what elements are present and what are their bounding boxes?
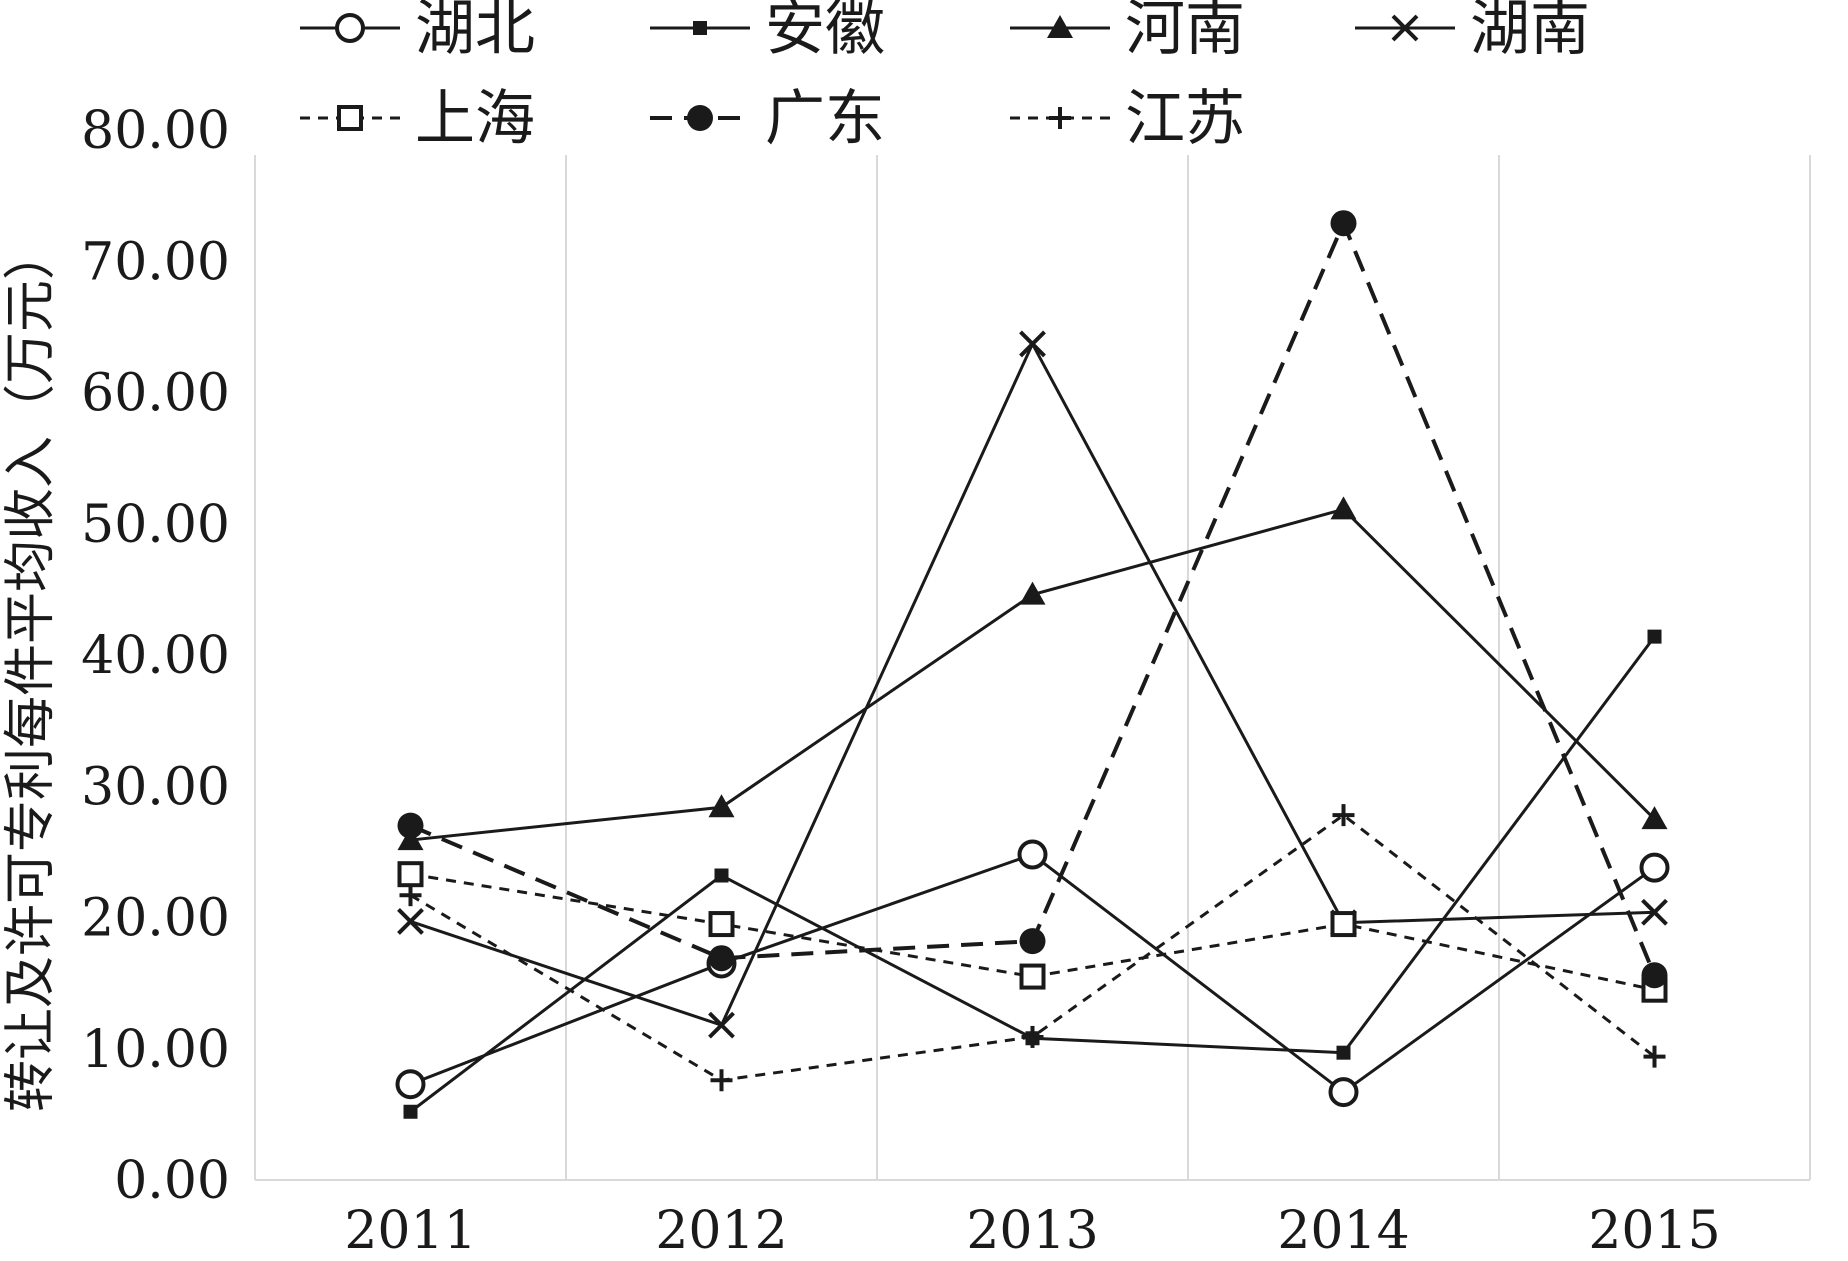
data-point [397, 908, 424, 935]
legend-item: 广东 [650, 84, 885, 154]
x-tick-label: 2015 [1588, 1201, 1720, 1256]
series-7 [399, 804, 1666, 1092]
data-point [403, 1104, 418, 1119]
series-line [410, 340, 1655, 1027]
legend-label: 安徽 [765, 0, 885, 64]
data-point [1021, 1025, 1044, 1048]
legend-label: 广东 [765, 84, 885, 154]
data-point [397, 861, 424, 888]
data-point [708, 1011, 735, 1039]
legend-item: 上海 [300, 84, 535, 154]
legend-marker [335, 13, 365, 43]
legend-item: 湖南 [1355, 0, 1590, 64]
data-point [714, 868, 729, 883]
data-point [1639, 852, 1670, 883]
y-tick-label: 30.00 [81, 757, 230, 817]
data-point [1330, 210, 1357, 237]
y-tick-label: 50.00 [81, 495, 230, 555]
x-tick-label: 2014 [1277, 1201, 1409, 1256]
data-point [708, 794, 735, 818]
data-point [1330, 496, 1357, 520]
legend-marker [1049, 107, 1071, 129]
data-point [708, 911, 735, 938]
data-point [1328, 1077, 1359, 1108]
legend-item: 安徽 [650, 0, 885, 64]
data-point [1019, 963, 1046, 990]
series-lines [395, 210, 1670, 1119]
data-point [1641, 962, 1668, 989]
data-point [1330, 911, 1357, 938]
grid [254, 155, 1811, 1180]
x-tick-label: 2012 [655, 1201, 787, 1256]
y-tick-label: 70.00 [81, 232, 230, 292]
y-tick-label: 20.00 [81, 889, 230, 949]
axes: 0.00 10.00 20.00 30.00 40.00 50.00 60.00 70.00 8… [81, 101, 1810, 1261]
y-tick-label: 40.00 [81, 626, 230, 686]
y-axis-label: 转让及许可专利每件平均收入（万元） [1, 228, 61, 1112]
legend-label: 江苏 [1125, 84, 1245, 154]
series-6 [397, 210, 1668, 989]
data-point [1336, 1045, 1351, 1060]
y-tick-label: 60.00 [81, 364, 230, 424]
data-point [1019, 330, 1046, 358]
data-point [1647, 629, 1662, 644]
data-point [395, 1069, 426, 1100]
legend-item: 湖北 [300, 0, 535, 64]
legend-marker [337, 105, 363, 131]
y-tick-label: 80.00 [81, 101, 230, 161]
data-point [1643, 1045, 1666, 1068]
data-point [710, 1069, 733, 1092]
legend-item: 江苏 [1010, 84, 1245, 154]
data-point [399, 884, 422, 907]
x-tick-label: 2013 [966, 1201, 1098, 1256]
data-point [1019, 581, 1046, 605]
legend-label: 湖北 [415, 0, 535, 64]
legend-label: 上海 [415, 84, 535, 154]
data-point [1641, 806, 1668, 830]
data-point [1332, 804, 1355, 827]
series-5 [397, 861, 1668, 1003]
data-point [1017, 839, 1048, 870]
y-tick-label: 10.00 [81, 1020, 230, 1080]
series-line [410, 507, 1656, 842]
legend-label: 河南 [1125, 0, 1245, 64]
legend-marker [687, 105, 713, 131]
legend-item: 河南 [1010, 0, 1245, 64]
y-tick-label: 0.00 [114, 1151, 230, 1211]
data-point [1641, 898, 1668, 926]
legend-marker [1047, 15, 1073, 38]
data-point [708, 945, 735, 972]
legend-label: 湖南 [1470, 0, 1590, 64]
legend-marker [693, 21, 707, 35]
data-point [397, 812, 424, 839]
x-tick-label: 2011 [344, 1201, 476, 1256]
data-point [1019, 928, 1046, 955]
legend-marker [1391, 14, 1419, 42]
